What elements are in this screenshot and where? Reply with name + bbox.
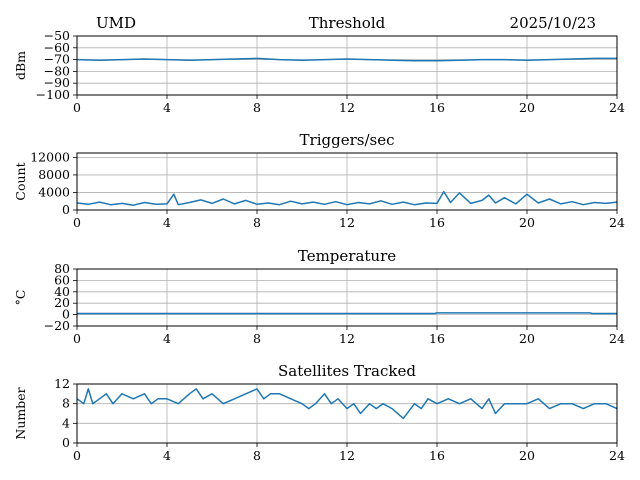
series-line-1: [76, 57, 617, 62]
y-axis-label: Number: [13, 387, 28, 439]
x-tick-label: 8: [253, 100, 261, 115]
date-label: 2025/10/23: [510, 14, 596, 32]
x-tick-label: 4: [163, 100, 171, 115]
x-tick-label: 16: [429, 100, 445, 115]
y-tick-label: 8000: [38, 167, 70, 182]
series-line-1: [76, 190, 618, 206]
x-tick-label: 16: [429, 215, 445, 230]
y-tick-label: 4: [62, 415, 70, 430]
site-label: UMD: [96, 14, 136, 32]
x-tick-label: 0: [73, 215, 81, 230]
chart-title: Temperature: [298, 247, 396, 265]
y-axis-label: dBm: [13, 51, 28, 80]
x-tick-label: 12: [339, 331, 355, 346]
chart-panel-4: 0 4 8 12 16 20 24 0 4 8 12 Satellites Tracked Number: [13, 362, 625, 463]
x-tick-label: 12: [339, 215, 355, 230]
y-tick-label: 12000: [30, 149, 70, 164]
chart-title: Triggers/sec: [300, 131, 395, 149]
chart-panel-2: 0 4 8 12 16 20 24 0 4000 8000 12000 Triggers/sec Cou…: [13, 131, 625, 230]
y-tick-label: 0: [62, 202, 70, 217]
x-tick-label: 8: [253, 448, 261, 463]
x-tick-label: 4: [163, 331, 171, 346]
y-tick-label: −50: [44, 28, 70, 43]
x-tick-label: 20: [519, 100, 535, 115]
x-tick-label: 24: [609, 448, 625, 463]
chart-title: Satellites Tracked: [278, 362, 416, 380]
y-tick-label: 8: [62, 396, 70, 411]
chart-panel-1: 0 4 8 12 16 20 24 −100−90−80−70−60−50 Threshold d…: [13, 14, 625, 115]
y-tick-label: 40: [54, 284, 70, 299]
x-tick-label: 4: [163, 215, 171, 230]
x-tick-label: 8: [253, 331, 261, 346]
x-tick-label: 24: [609, 331, 625, 346]
y-tick-label: 0: [62, 435, 70, 450]
x-tick-label: 8: [253, 215, 261, 230]
y-tick-label: −20: [44, 318, 70, 333]
y-tick-label: −90: [44, 75, 70, 90]
y-tick-label: 60: [54, 272, 70, 287]
panels: 0 4 8 12 16 20 24 −100−90−80−70−60−50 Threshold d…: [13, 14, 625, 463]
series-line-1: [77, 312, 617, 315]
x-tick-label: 16: [429, 448, 445, 463]
x-tick-label: 24: [609, 100, 625, 115]
x-tick-label: 20: [519, 215, 535, 230]
y-tick-label: −60: [44, 40, 70, 55]
chart-title: Threshold: [309, 14, 386, 32]
x-tick-label: 12: [339, 448, 355, 463]
y-tick-label: −70: [44, 52, 70, 67]
y-tick-label: −80: [44, 63, 70, 78]
x-tick-label: 20: [519, 331, 535, 346]
x-tick-label: 24: [609, 215, 625, 230]
x-tick-label: 4: [163, 448, 171, 463]
y-tick-label: 80: [54, 261, 70, 276]
x-tick-label: 20: [519, 448, 535, 463]
x-tick-label: 0: [73, 100, 81, 115]
y-axis-label: °C: [13, 290, 28, 306]
x-tick-label: 0: [73, 331, 81, 346]
x-tick-label: 16: [429, 331, 445, 346]
y-tick-label: 20: [54, 295, 70, 310]
y-tick-label: 0: [62, 307, 70, 322]
x-tick-label: 0: [73, 448, 81, 463]
y-tick-label: 4000: [38, 184, 70, 199]
y-axis-label: Count: [13, 162, 28, 200]
x-tick-label: 12: [339, 100, 355, 115]
y-tick-label: 12: [54, 376, 70, 391]
series-line-1: [76, 388, 618, 420]
y-tick-label: −100: [36, 87, 70, 102]
